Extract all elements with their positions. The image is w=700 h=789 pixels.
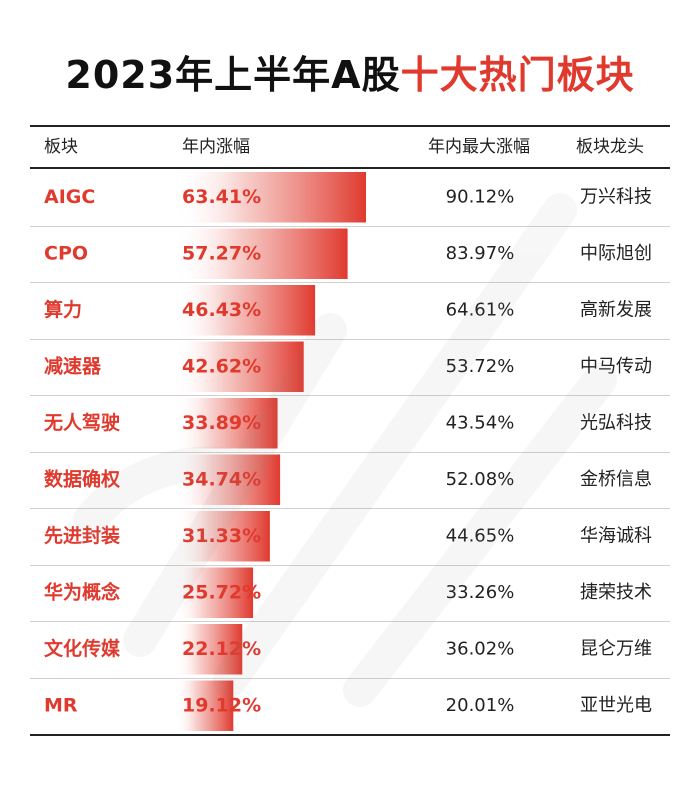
sector-label: 减速器	[44, 354, 102, 377]
gain-bar	[176, 341, 304, 392]
sector-label: CPO	[44, 242, 88, 264]
max-gain-label: 83.97%	[446, 243, 515, 264]
gain-label: 33.89%	[182, 412, 261, 434]
gain-label: 57.27%	[182, 242, 261, 264]
gain-bar	[176, 511, 270, 562]
sector-label: AIGC	[44, 186, 95, 208]
leader-label: 中际旭创	[580, 243, 652, 264]
header-sector: 板块	[44, 137, 78, 157]
max-gain-label: 52.08%	[446, 469, 515, 490]
max-gain-label: 44.65%	[446, 525, 515, 546]
sector-label: 文化传媒	[44, 637, 121, 660]
gain-label: 34.74%	[182, 468, 261, 490]
header-gain: 年内涨幅	[182, 137, 250, 157]
row-separator	[30, 395, 670, 396]
sector-label: 算力	[44, 298, 82, 321]
max-gain-label: 53.72%	[446, 356, 515, 377]
gain-bar	[176, 680, 234, 731]
row-separator	[30, 677, 670, 679]
leader-label: 华海诚科	[580, 525, 652, 546]
row-separator	[30, 282, 670, 283]
sector-label: 先进封装	[44, 524, 120, 547]
gain-bar	[176, 454, 281, 505]
max-gain-label: 36.02%	[446, 638, 515, 659]
title-prefix: 2023年上半年A股	[65, 53, 401, 97]
row-separator	[30, 621, 670, 622]
leader-label: 中马传动	[580, 356, 652, 377]
page-title: 2023年上半年A股十大热门板块	[0, 44, 700, 99]
row-separator	[30, 338, 670, 340]
max-gain-label: 64.61%	[446, 299, 515, 320]
gain-label: 25.72%	[182, 581, 261, 603]
gain-bar	[176, 228, 348, 279]
gain-bar	[176, 567, 254, 618]
sector-label: MR	[44, 694, 78, 716]
gain-bar	[176, 285, 316, 336]
title-highlight: 十大热门板块	[400, 53, 635, 97]
gain-label: 19.12%	[182, 694, 261, 716]
max-gain-label: 33.26%	[446, 582, 515, 603]
gain-bar	[176, 398, 278, 449]
max-gain-label: 43.54%	[446, 412, 515, 433]
gain-bar	[176, 624, 243, 675]
gain-label: 42.62%	[182, 355, 261, 377]
row-separator	[30, 451, 670, 453]
row-separator	[30, 225, 670, 227]
gain-label: 31.33%	[182, 525, 261, 547]
sector-label: 华为概念	[44, 580, 120, 603]
row-separator	[30, 564, 670, 566]
header-bottom-rule	[30, 167, 670, 169]
leader-label: 昆仑万维	[580, 638, 652, 659]
gain-label: 63.41%	[182, 186, 261, 208]
gain-label: 46.43%	[182, 299, 261, 321]
max-gain-label: 20.01%	[446, 695, 515, 716]
table-bottom-rule	[30, 734, 670, 736]
sector-label: 无人驾驶	[44, 411, 120, 434]
leader-label: 光弘科技	[580, 412, 652, 433]
table-top-rule	[30, 125, 670, 127]
sector-label: 数据确权	[44, 467, 120, 490]
header-max-gain: 年内最大涨幅	[428, 137, 530, 157]
gain-bar	[176, 172, 366, 223]
row-separator	[30, 508, 670, 509]
leader-label: 亚世光电	[580, 695, 652, 716]
gain-label: 22.12%	[182, 638, 261, 660]
leader-label: 捷荣技术	[580, 582, 652, 603]
leader-label: 金桥信息	[580, 469, 652, 490]
leader-label: 高新发展	[580, 299, 652, 320]
leader-label: 万兴科技	[580, 186, 652, 207]
header-leader: 板块龙头	[576, 137, 644, 157]
max-gain-label: 90.12%	[446, 186, 515, 207]
